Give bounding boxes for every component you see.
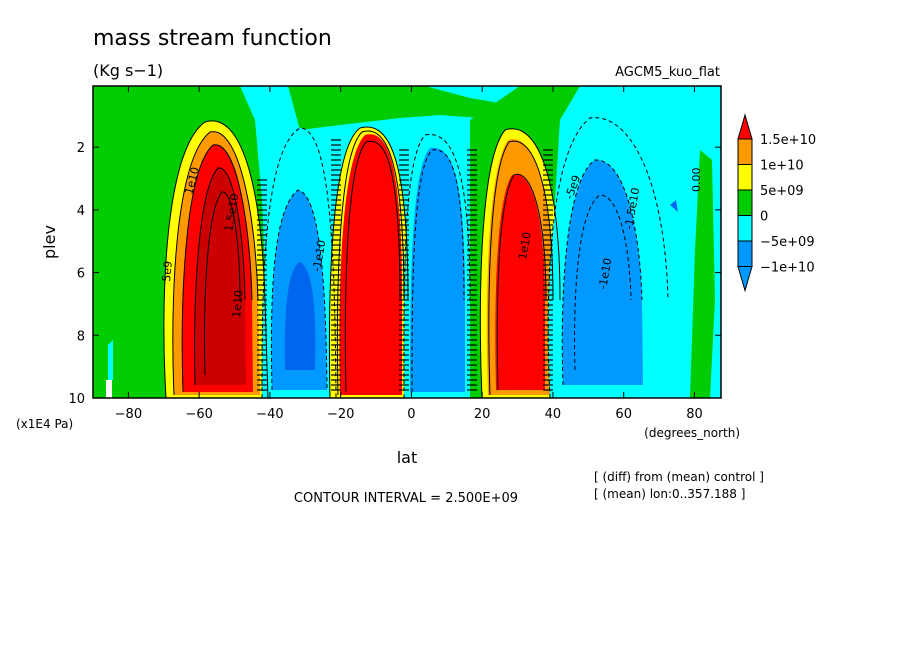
small-white-patch-south-pole xyxy=(106,380,112,398)
y-axis-label: plev xyxy=(40,225,59,259)
y-tick-label: 4 xyxy=(77,204,85,219)
colorbar-label: 1e+10 xyxy=(760,159,804,174)
x-axis-units: (degrees_north) xyxy=(644,426,740,440)
northern-hadley-negative-cell xyxy=(403,134,470,398)
plot-area: 5e9 1e10 1.5e10 1e10 -1e10 -5e9 0.00 1e1… xyxy=(93,86,721,398)
colorbar-extend-top xyxy=(737,113,753,140)
chart-units: (Kg s−1) xyxy=(93,61,163,80)
contour-label: -1e10 xyxy=(596,257,614,291)
x-tick-label: 0 xyxy=(407,407,415,422)
colorbar-segment xyxy=(737,240,753,267)
small-cyan-sliver-south-pole xyxy=(108,340,113,380)
x-tick-label: 60 xyxy=(615,407,632,422)
green-region-top-middle xyxy=(288,86,505,130)
contour-label: -1e10 xyxy=(310,239,328,273)
x-tick-label: −60 xyxy=(185,407,212,422)
x-axis: −80 −60 −40 −20 0 20 40 60 80 xyxy=(115,86,703,422)
southern-hadley-positive-cell xyxy=(329,127,408,398)
x-axis-label: lat xyxy=(397,448,418,467)
plot-frame xyxy=(92,85,722,399)
colorbar-segment xyxy=(737,138,753,165)
colorbar-label: −1e+10 xyxy=(760,261,815,276)
y-axis-units: (x1E4 Pa) xyxy=(16,417,73,431)
colorbar-label: −5e+09 xyxy=(760,235,815,250)
contour-label: 1e10 xyxy=(230,289,245,318)
dense-contour-bands xyxy=(257,139,553,391)
colorbar-label: 0 xyxy=(760,210,768,225)
green-region-far-right xyxy=(690,150,715,398)
y-tick-label: 6 xyxy=(77,267,85,282)
contour-labels: 5e9 1e10 1.5e10 1e10 -1e10 -5e9 0.00 1e1… xyxy=(160,166,703,319)
y-axis: 2 4 6 8 10 xyxy=(68,141,721,407)
y-tick-label: 10 xyxy=(68,392,85,407)
contour-label: 1e10 xyxy=(516,231,534,261)
x-tick-label: −20 xyxy=(327,407,354,422)
x-tick-label: −40 xyxy=(256,407,283,422)
contour-interval: CONTOUR INTERVAL = 2.500E+09 xyxy=(294,491,518,506)
note-diff-from-control: [ (diff) from (mean) control ] xyxy=(594,470,764,484)
y-tick-label: 8 xyxy=(77,329,85,344)
x-tick-label: −80 xyxy=(115,407,142,422)
y-tick-label: 2 xyxy=(77,141,85,156)
colorbar-label: 1.5e+10 xyxy=(760,133,816,148)
colorbar: 1.5e+10 1e+10 5e+09 0 −5e+09 −1e+10 xyxy=(737,113,816,293)
note-mean-lon: [ (mean) lon:0..357.188 ] xyxy=(594,487,745,501)
x-tick-label: 80 xyxy=(686,407,703,422)
experiment-label: AGCM5_kuo_flat xyxy=(615,65,720,80)
x-tick-label: 20 xyxy=(474,407,491,422)
colorbar-segment xyxy=(737,189,753,216)
contour-label: 5e9 xyxy=(160,260,175,282)
colorbar-extend-bottom xyxy=(737,266,753,293)
colorbar-segment xyxy=(737,215,753,242)
colorbar-label: 5e+09 xyxy=(760,184,804,199)
chart-title: mass stream function xyxy=(93,26,332,51)
contour-label: 0.00 xyxy=(690,168,703,193)
small-blue-patch-far-north xyxy=(670,200,678,212)
colorbar-segment xyxy=(737,164,753,191)
x-tick-label: 40 xyxy=(545,407,562,422)
southern-ferrel-negative-cell xyxy=(262,128,336,398)
